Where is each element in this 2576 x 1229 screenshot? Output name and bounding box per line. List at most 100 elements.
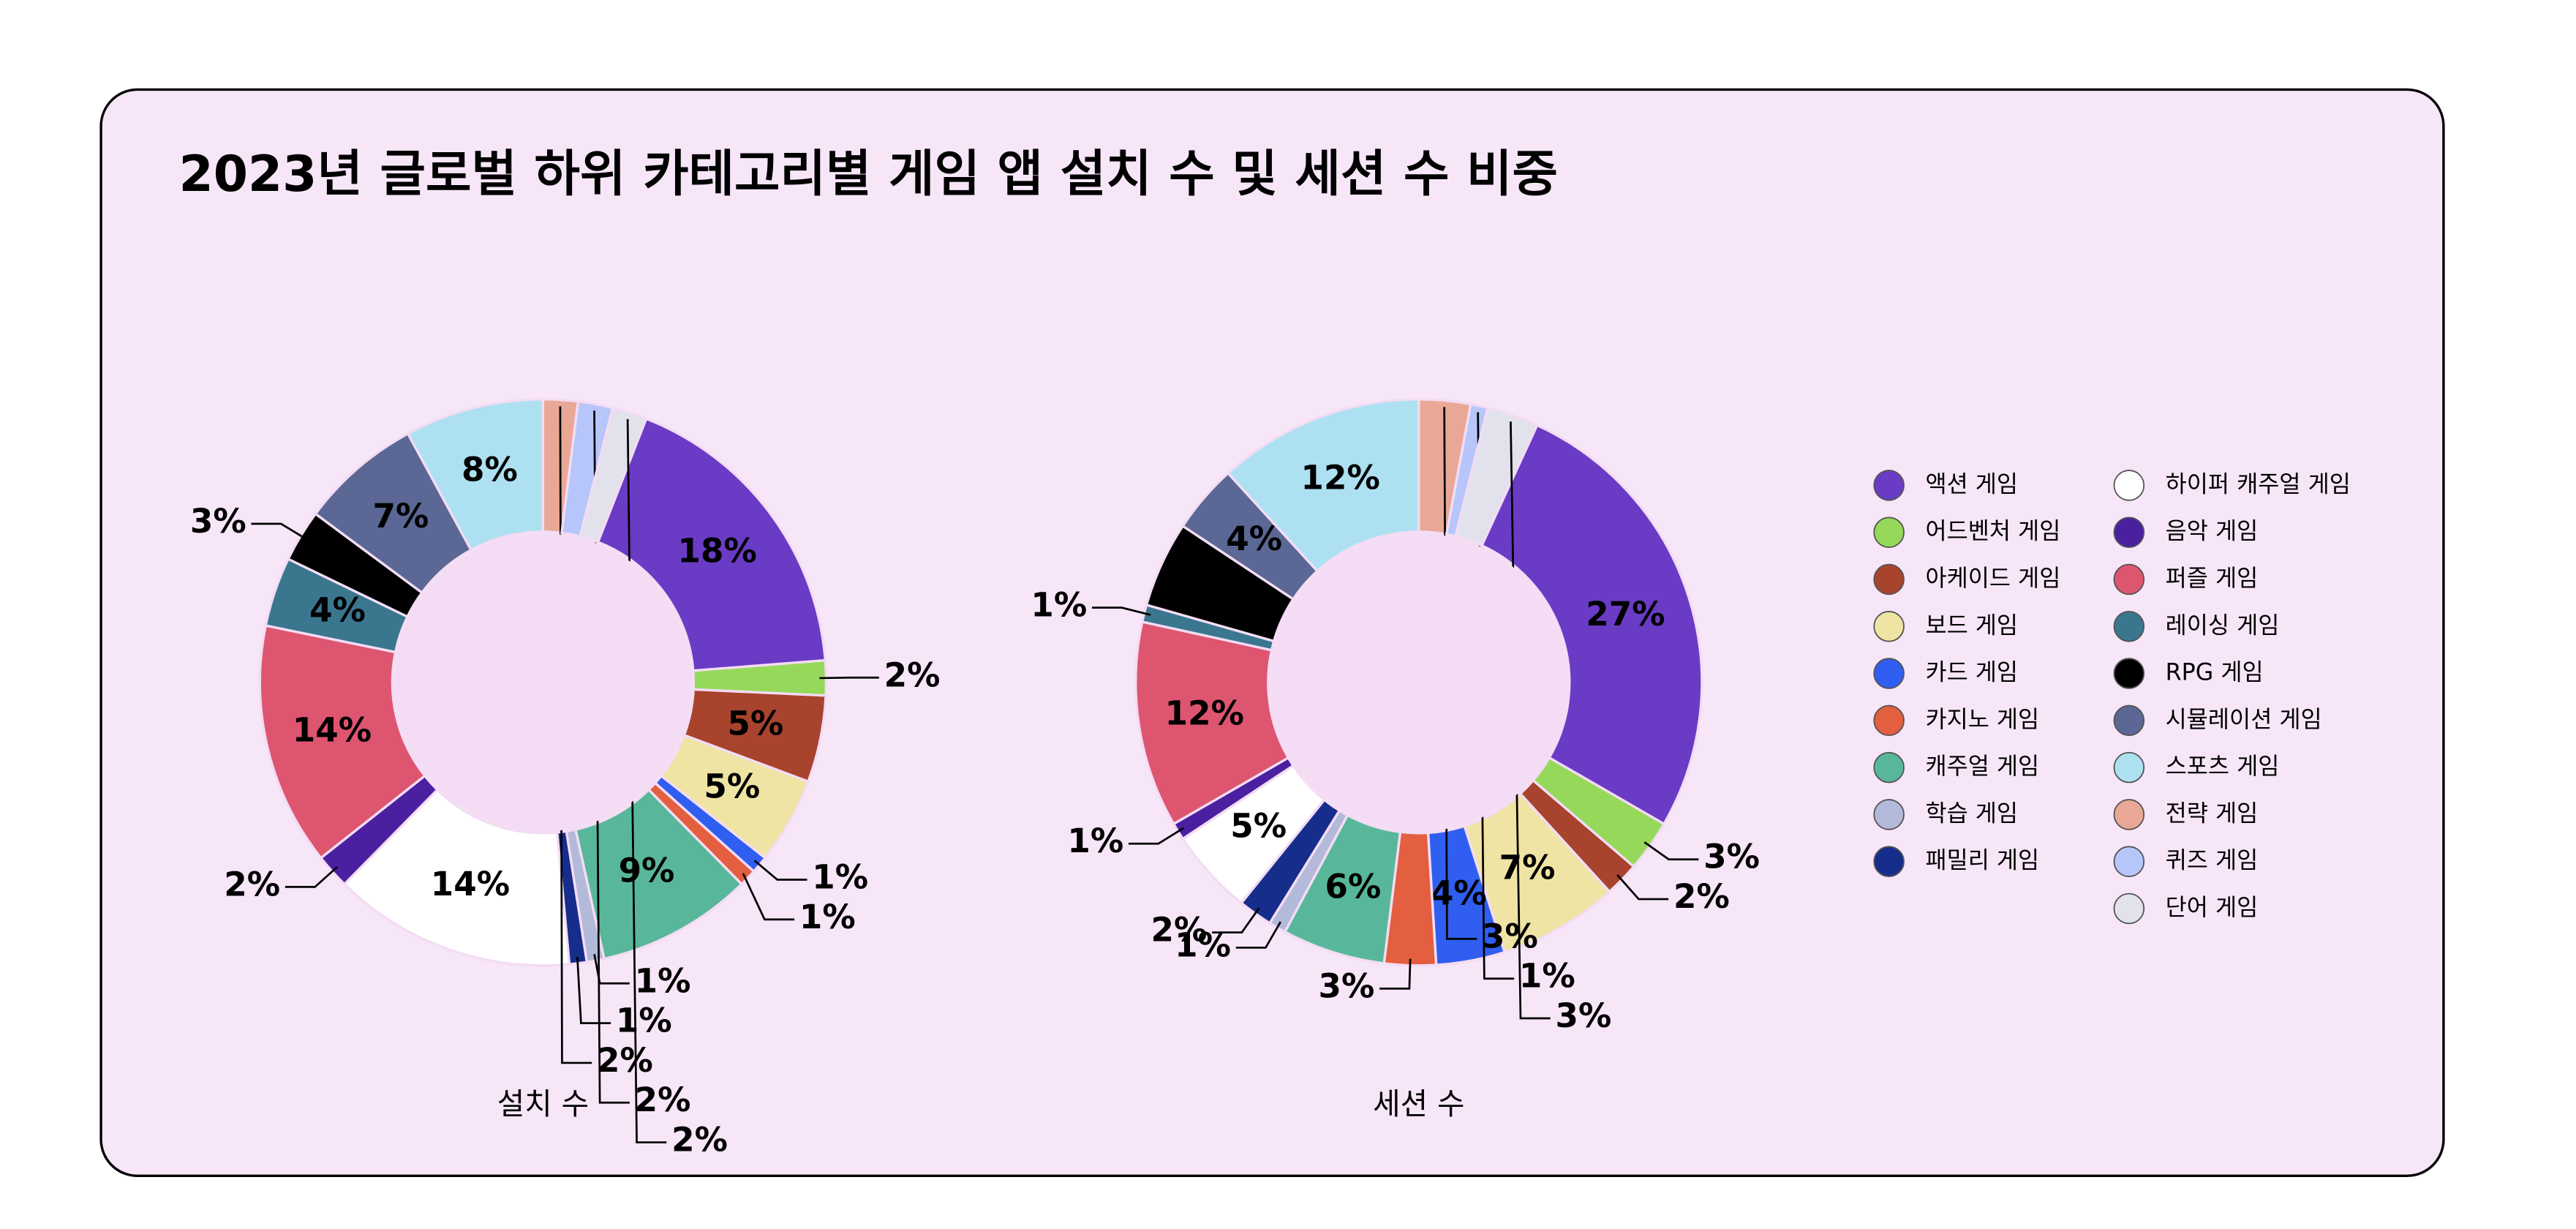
data-label: 5% bbox=[1194, 570, 1250, 609]
legend-label: 시뮬레이션 게임 bbox=[2166, 707, 2322, 733]
data-label: 6% bbox=[1325, 867, 1382, 906]
legend-swatch bbox=[2113, 563, 2145, 595]
legend-swatch bbox=[1873, 751, 1905, 783]
data-label: 7% bbox=[1499, 849, 1556, 887]
data-label: 2% bbox=[224, 865, 280, 903]
donut-slice bbox=[596, 417, 827, 672]
data-label: 2% bbox=[597, 1041, 653, 1080]
data-label: 1% bbox=[812, 858, 868, 897]
leader-line bbox=[576, 956, 611, 1024]
chart-subtitle: 설치 수 bbox=[497, 1086, 589, 1121]
legend-label: 액션 게임 bbox=[1925, 471, 2018, 497]
leader-line bbox=[1379, 958, 1412, 990]
data-label: 1% bbox=[1031, 586, 1087, 625]
legend-label: 학습 게임 bbox=[1925, 800, 2018, 827]
legend-swatch bbox=[1873, 846, 1905, 877]
legend-label: RPG 게임 bbox=[2166, 660, 2264, 686]
data-label: 3% bbox=[190, 502, 246, 541]
leader-line bbox=[753, 860, 807, 881]
leader-line bbox=[285, 866, 338, 888]
data-label: 3% bbox=[1703, 838, 1760, 876]
legend-swatch bbox=[1873, 799, 1905, 830]
legend-swatch bbox=[1873, 658, 1905, 689]
legend-label: 카드 게임 bbox=[1925, 660, 2018, 686]
data-label: 1% bbox=[635, 961, 691, 1000]
data-label: 1% bbox=[1067, 822, 1123, 860]
donut-slice bbox=[579, 406, 648, 544]
legend-swatch bbox=[2113, 470, 2145, 501]
data-label: 1% bbox=[799, 898, 856, 936]
data-label: 7% bbox=[373, 497, 429, 535]
legend-label: 아케이드 게임 bbox=[1925, 565, 2060, 592]
legend-swatch bbox=[2113, 799, 2145, 830]
donut-hole bbox=[1270, 533, 1568, 832]
legend-swatch bbox=[1873, 704, 1905, 737]
donut-hole bbox=[393, 533, 693, 832]
donut-slice bbox=[258, 624, 427, 860]
data-label: 2% bbox=[635, 1080, 691, 1119]
legend-swatch bbox=[2113, 704, 2145, 737]
leader-line bbox=[1129, 827, 1185, 845]
leader-line bbox=[819, 676, 879, 680]
legend-label: 어드벤처 게임 bbox=[1925, 519, 2060, 545]
data-label: 2% bbox=[884, 655, 941, 694]
legend-label: 캐주얼 게임 bbox=[1925, 753, 2039, 780]
data-label: 3% bbox=[1556, 996, 1612, 1035]
data-label: 2% bbox=[671, 1121, 728, 1160]
legend-label: 단어 게임 bbox=[2166, 895, 2259, 921]
data-label: 4% bbox=[1226, 519, 1282, 558]
legend-swatch bbox=[2113, 892, 2145, 925]
data-label: 27% bbox=[1586, 595, 1665, 634]
data-label: 4% bbox=[1431, 873, 1487, 912]
data-label: 5% bbox=[1230, 807, 1287, 846]
data-label: 14% bbox=[293, 710, 372, 749]
data-label: 1% bbox=[616, 1001, 672, 1040]
data-label: 2% bbox=[1673, 877, 1730, 916]
data-label: 18% bbox=[678, 531, 757, 570]
legend-swatch bbox=[1873, 470, 1905, 501]
leader-line bbox=[1212, 907, 1260, 933]
chart-subtitle: 세션 수 bbox=[1373, 1086, 1464, 1121]
legend-label: 퍼즐 게임 bbox=[2166, 565, 2259, 592]
data-label: 9% bbox=[619, 851, 675, 890]
leader-line bbox=[1616, 874, 1669, 901]
donut-slice bbox=[1134, 620, 1290, 826]
data-label: 8% bbox=[462, 450, 518, 489]
legend-swatch bbox=[1873, 516, 1905, 549]
legend-swatch bbox=[2113, 751, 2145, 783]
leader-line bbox=[1235, 921, 1281, 949]
data-label: 12% bbox=[1301, 458, 1380, 497]
data-label: 1% bbox=[1519, 957, 1575, 996]
leader-line bbox=[1643, 841, 1699, 861]
legend-label: 패밀리 게임 bbox=[1925, 848, 2039, 874]
chart-title: 2023년 글로벌 하위 카테고리별 게임 앱 설치 수 및 세션 수 비중 bbox=[178, 146, 1558, 203]
leader-line bbox=[251, 522, 307, 541]
legend-swatch bbox=[2113, 611, 2145, 642]
legend-label: 스포츠 게임 bbox=[2166, 753, 2280, 780]
data-label: 3% bbox=[1319, 966, 1375, 1005]
legend-label: 카지노 게임 bbox=[1925, 707, 2039, 733]
donut-slice bbox=[1226, 398, 1420, 573]
legend-swatch bbox=[1873, 563, 1905, 595]
legend-swatch bbox=[2113, 846, 2145, 877]
legend-swatch bbox=[1873, 611, 1905, 642]
leader-line bbox=[1091, 606, 1151, 616]
legend-label: 하이퍼 캐주얼 게임 bbox=[2166, 471, 2351, 497]
legend-label: 음악 게임 bbox=[2166, 519, 2259, 545]
donut-slice bbox=[1453, 406, 1539, 547]
data-label: 14% bbox=[431, 865, 510, 903]
data-label: 2% bbox=[1151, 911, 1208, 950]
legend-label: 퀴즈 게임 bbox=[2166, 848, 2259, 874]
legend-label: 보드 게임 bbox=[1925, 612, 2018, 639]
donut-slice bbox=[342, 788, 571, 967]
legend-swatch bbox=[2113, 516, 2145, 549]
data-label: 3% bbox=[1482, 917, 1538, 955]
leader-line bbox=[742, 873, 795, 921]
data-label: 4% bbox=[309, 591, 366, 630]
data-label: 5% bbox=[727, 704, 783, 743]
donut-slice bbox=[1480, 423, 1703, 826]
data-label: 5% bbox=[704, 767, 760, 805]
data-label: 12% bbox=[1165, 694, 1244, 732]
